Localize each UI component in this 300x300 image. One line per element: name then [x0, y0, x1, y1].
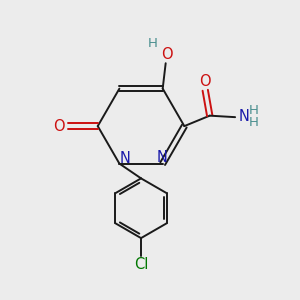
Text: O: O — [200, 74, 211, 89]
Text: H: H — [147, 37, 157, 50]
Text: H: H — [249, 104, 259, 117]
Text: O: O — [161, 47, 173, 62]
Text: N: N — [119, 151, 130, 166]
Text: Cl: Cl — [134, 257, 148, 272]
Text: N: N — [239, 109, 250, 124]
Text: N: N — [157, 150, 167, 165]
Text: H: H — [249, 116, 259, 129]
Text: O: O — [53, 118, 65, 134]
